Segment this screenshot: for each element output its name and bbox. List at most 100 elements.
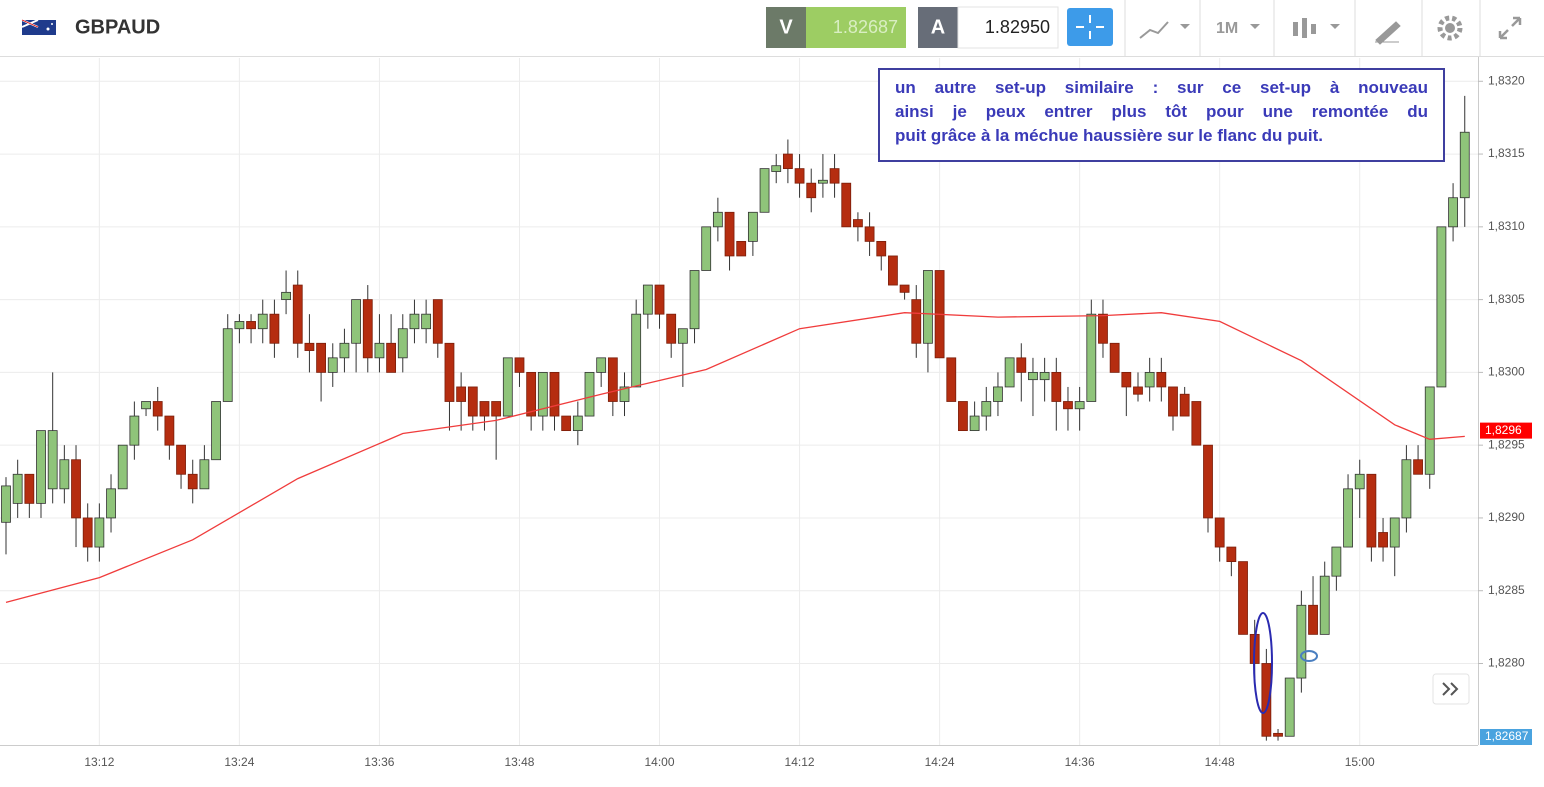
- settings-icon[interactable]: [1437, 15, 1463, 41]
- candle-body: [946, 357, 957, 402]
- x-tick-label: 14:36: [1065, 755, 1095, 769]
- candle-body: [82, 517, 93, 548]
- x-tick-label: 15:00: [1345, 755, 1375, 769]
- candle-body: [864, 226, 875, 242]
- scroll-button[interactable]: [1432, 673, 1470, 705]
- candle-body: [141, 401, 151, 410]
- timeframe[interactable]: 1M: [1216, 20, 1238, 37]
- candle-body: [666, 313, 677, 344]
- candle-body: [829, 168, 840, 184]
- candle-body: [1086, 313, 1097, 402]
- candle-body: [782, 153, 793, 170]
- candle-body: [409, 313, 420, 330]
- candle-body: [1331, 546, 1342, 577]
- x-tick-label: 14:48: [1205, 755, 1235, 769]
- y-tick-label: 1,8280: [1488, 656, 1525, 670]
- candle-body: [514, 357, 525, 373]
- flag: [21, 19, 56, 35]
- crosshair-icon: [1076, 15, 1104, 39]
- candle-body: [689, 270, 700, 330]
- chart-type-icon[interactable]: [1139, 21, 1169, 39]
- candle-body: [1284, 677, 1295, 737]
- candle-body: [1168, 386, 1178, 417]
- candle-body: [572, 415, 583, 432]
- buy-price: 1.82950: [985, 17, 1050, 37]
- candle-body: [537, 371, 548, 417]
- sell-label: V: [779, 16, 793, 38]
- x-tick-label: 14:12: [785, 755, 815, 769]
- buy-button[interactable]: [918, 7, 958, 48]
- candle-body: [1098, 313, 1108, 344]
- candle-body: [1051, 371, 1062, 402]
- candle-body: [374, 342, 385, 359]
- y-tick-label: 1,8315: [1488, 146, 1525, 160]
- candle-body: [152, 401, 163, 417]
- candle-body: [1063, 401, 1073, 410]
- candle-body: [467, 386, 478, 417]
- candle-body: [1238, 561, 1248, 635]
- candle-body: [1214, 517, 1225, 548]
- candle-body: [747, 211, 758, 242]
- candle-body: [456, 386, 467, 402]
- buy-price-box[interactable]: [957, 6, 1059, 49]
- scroll-icon: [1442, 682, 1459, 696]
- candle-body: [502, 357, 513, 417]
- candle-body: [1436, 226, 1447, 388]
- candle-body: [187, 473, 198, 490]
- candle-body: [701, 226, 712, 271]
- candle-body: [1203, 444, 1213, 519]
- candle-body: [397, 328, 408, 359]
- candle-body: [12, 473, 23, 504]
- candle-body: [176, 444, 186, 475]
- candle-body: [794, 168, 805, 184]
- candle-body: [1308, 604, 1318, 635]
- candle-body: [958, 401, 968, 432]
- candle-body: [1144, 371, 1155, 388]
- candle-body: [1389, 517, 1400, 548]
- candle-body: [94, 517, 105, 548]
- candle-body: [1448, 197, 1458, 228]
- candle-body: [351, 299, 362, 344]
- expand-icon[interactable]: [1498, 16, 1522, 40]
- draw-icon[interactable]: [1375, 21, 1401, 45]
- dropdown-arrow: [1250, 24, 1260, 29]
- candle-body: [1343, 488, 1353, 548]
- candle-body: [677, 328, 688, 344]
- y-tick-label: 1,8320: [1488, 73, 1525, 87]
- candle-body: [1366, 473, 1377, 548]
- highlight-ellipse: [1253, 612, 1273, 714]
- candle-body: [899, 284, 910, 293]
- candle-body: [1296, 604, 1307, 679]
- dropdown-arrow: [1330, 24, 1340, 29]
- candle-body: [292, 284, 303, 344]
- candle-body: [257, 313, 268, 330]
- sell-price-box[interactable]: [806, 7, 906, 48]
- candle-body: [71, 459, 81, 519]
- candle-body: [607, 357, 618, 402]
- y-tick-label: 1,8305: [1488, 292, 1525, 306]
- candle-body: [304, 342, 315, 351]
- candle-body: [1, 485, 11, 523]
- candle-body: [853, 219, 863, 228]
- price-tag-label: 1,8296: [1485, 423, 1522, 437]
- candle-body: [806, 182, 817, 199]
- candle-body: [269, 313, 280, 344]
- candle-body: [1191, 401, 1202, 446]
- moving-average: [5, 312, 1465, 604]
- candle-body: [316, 342, 326, 373]
- candle-body: [1459, 131, 1470, 199]
- dropdown-arrow: [1180, 24, 1190, 29]
- sell-button[interactable]: [766, 7, 806, 48]
- candle-body: [222, 328, 233, 402]
- candle-body: [1378, 532, 1388, 548]
- candle-body: [36, 430, 46, 504]
- crosshair-button[interactable]: [1067, 8, 1113, 46]
- candle-body: [911, 299, 922, 344]
- candles-icon[interactable]: [1293, 18, 1316, 38]
- x-tick-label: 14:00: [645, 755, 675, 769]
- candle-body: [561, 415, 572, 432]
- candle-body: [1133, 386, 1143, 395]
- candle-body: [619, 386, 630, 402]
- y-tick-label: 1,8295: [1488, 437, 1525, 451]
- candle-body: [1226, 546, 1237, 563]
